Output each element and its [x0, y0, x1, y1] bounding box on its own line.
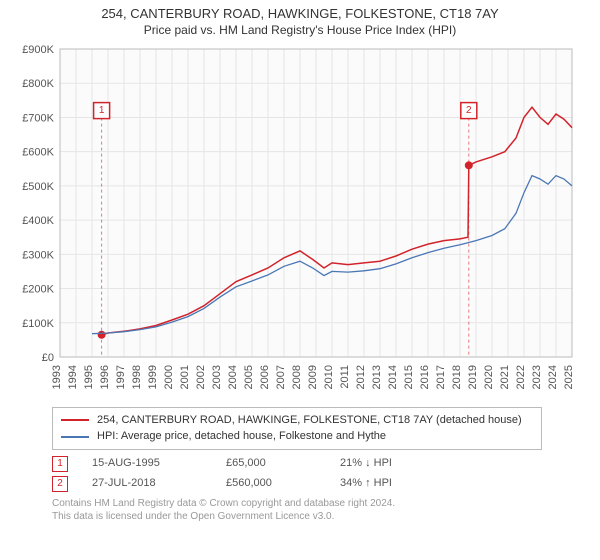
svg-text:2015: 2015 — [403, 365, 415, 389]
svg-text:2000: 2000 — [163, 365, 175, 389]
svg-text:2009: 2009 — [307, 365, 319, 389]
sale-data-row: 1 15-AUG-1995 £65,000 21% ↓ HPI — [52, 454, 580, 474]
sale-date: 27-JUL-2018 — [92, 474, 202, 494]
svg-text:£100K: £100K — [22, 318, 54, 330]
svg-text:£500K: £500K — [22, 181, 54, 193]
svg-text:£600K: £600K — [22, 147, 54, 159]
svg-text:1997: 1997 — [115, 365, 127, 389]
sale-data-table: 1 15-AUG-1995 £65,000 21% ↓ HPI 2 27-JUL-2018… — [52, 454, 580, 494]
svg-text:2011: 2011 — [339, 365, 351, 389]
svg-text:2024: 2024 — [547, 365, 559, 389]
svg-text:2006: 2006 — [259, 365, 271, 389]
svg-text:1993: 1993 — [51, 365, 63, 389]
svg-text:£0: £0 — [42, 352, 54, 364]
svg-text:1994: 1994 — [67, 365, 79, 389]
svg-text:£200K: £200K — [22, 283, 54, 295]
svg-text:£700K: £700K — [22, 112, 54, 124]
svg-text:1999: 1999 — [147, 365, 159, 389]
sale-marker-badge: 1 — [52, 456, 68, 472]
svg-text:2023: 2023 — [531, 365, 543, 389]
svg-text:2010: 2010 — [323, 365, 335, 389]
svg-text:2003: 2003 — [211, 365, 223, 389]
legend-label: HPI: Average price, detached house, Folk… — [97, 428, 386, 445]
svg-text:2020: 2020 — [483, 365, 495, 389]
svg-text:£300K: £300K — [22, 249, 54, 261]
sale-data-row: 2 27-JUL-2018 £560,000 34% ↑ HPI — [52, 474, 580, 494]
svg-text:2022: 2022 — [515, 365, 527, 389]
svg-text:2018: 2018 — [451, 365, 463, 389]
svg-text:2014: 2014 — [387, 365, 399, 389]
svg-text:2025: 2025 — [563, 365, 575, 389]
sale-delta: 34% ↑ HPI — [340, 474, 392, 494]
legend-row: HPI: Average price, detached house, Folk… — [61, 428, 533, 445]
svg-text:2013: 2013 — [371, 365, 383, 389]
svg-text:2012: 2012 — [355, 365, 367, 389]
svg-text:1: 1 — [99, 105, 105, 116]
svg-text:2: 2 — [466, 105, 472, 116]
svg-text:2001: 2001 — [179, 365, 191, 389]
legend-swatch — [61, 419, 89, 421]
svg-text:2008: 2008 — [291, 365, 303, 389]
chart-title-line1: 254, CANTERBURY ROAD, HAWKINGE, FOLKESTO… — [10, 6, 590, 23]
svg-text:2021: 2021 — [499, 365, 511, 389]
legend: 254, CANTERBURY ROAD, HAWKINGE, FOLKESTO… — [52, 407, 542, 450]
legend-swatch — [61, 436, 89, 438]
footer-attribution: Contains HM Land Registry data © Crown c… — [52, 497, 580, 523]
svg-text:2016: 2016 — [419, 365, 431, 389]
sale-price: £560,000 — [226, 474, 316, 494]
sale-marker-badge: 2 — [52, 476, 68, 492]
svg-text:£400K: £400K — [22, 215, 54, 227]
svg-text:1996: 1996 — [99, 365, 111, 389]
svg-text:2004: 2004 — [227, 365, 239, 389]
chart-svg: £0 £100K £200K £300K £400K £500K £600K £700K £80… — [10, 41, 580, 401]
svg-text:1998: 1998 — [131, 365, 143, 389]
legend-label: 254, CANTERBURY ROAD, HAWKINGE, FOLKESTO… — [97, 412, 522, 429]
svg-text:2002: 2002 — [195, 365, 207, 389]
sale-price: £65,000 — [226, 454, 316, 474]
sale-delta: 21% ↓ HPI — [340, 454, 392, 474]
chart: £0 £100K £200K £300K £400K £500K £600K £700K £80… — [10, 41, 580, 401]
footer-line1: Contains HM Land Registry data © Crown c… — [52, 497, 580, 510]
svg-text:1995: 1995 — [83, 365, 95, 389]
footer-line2: This data is licensed under the Open Gov… — [52, 510, 580, 523]
svg-text:2007: 2007 — [275, 365, 287, 389]
sale-date: 15-AUG-1995 — [92, 454, 202, 474]
legend-row: 254, CANTERBURY ROAD, HAWKINGE, FOLKESTO… — [61, 412, 533, 429]
svg-text:£900K: £900K — [22, 44, 54, 56]
svg-text:£800K: £800K — [22, 78, 54, 90]
chart-title-line2: Price paid vs. HM Land Registry's House … — [10, 23, 590, 37]
svg-text:2019: 2019 — [467, 365, 479, 389]
svg-text:2017: 2017 — [435, 365, 447, 389]
svg-text:2005: 2005 — [243, 365, 255, 389]
